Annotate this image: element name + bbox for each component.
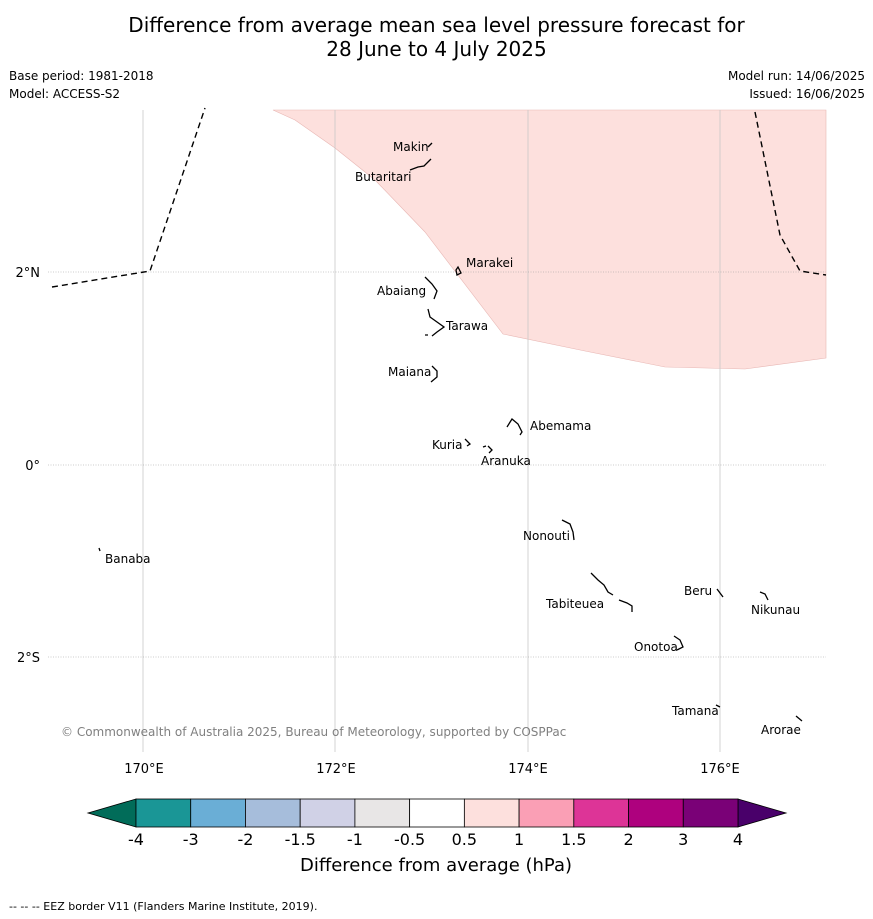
colorbar-bin: [628, 798, 684, 828]
island-tabiteuea: [590, 572, 633, 612]
place-label-marakei: Marakei: [466, 256, 513, 270]
place-label-tamana: Tamana: [671, 704, 719, 718]
island-makin: [427, 142, 433, 148]
colorbar-tick-label: -4: [128, 830, 144, 849]
colorbar-label: Difference from average (hPa): [300, 855, 572, 876]
colorbar-bin: [190, 798, 246, 828]
colorbar-bin: [135, 798, 192, 828]
latitude-gridlines: [48, 271, 826, 658]
lat-label-2n: 2°N: [16, 266, 41, 281]
lon-label-176e: 176°E: [700, 762, 740, 777]
colorbar-tick-label: 2: [623, 830, 633, 849]
island-butaritari: [409, 158, 432, 171]
colorbar: [86, 798, 788, 828]
eez-footnote: -- -- -- EEZ border V11 (Flanders Marine…: [9, 900, 318, 913]
island-tarawa: [425, 308, 446, 337]
colorbar-tick-label: -1: [347, 830, 363, 849]
island-kuria: [464, 438, 472, 447]
colorbar-tick-label: 3: [678, 830, 688, 849]
colorbar-bin: [299, 798, 356, 828]
colorbar-bin: [518, 798, 575, 828]
lat-label-2s: 2°S: [17, 651, 40, 666]
lat-label-0: 0°: [25, 459, 40, 474]
place-label-butaritari: Butaritari: [355, 170, 412, 184]
island-tamana: [715, 704, 721, 708]
place-label-aranuka: Aranuka: [481, 454, 531, 468]
colorbar-tick-label: -1.5: [285, 830, 316, 849]
colorbar-bin: [463, 798, 520, 828]
place-label-nikunau: Nikunau: [751, 603, 800, 617]
place-label-kuria: Kuria: [432, 438, 463, 452]
place-label-nonouti: Nonouti: [523, 529, 570, 543]
island-aranuka: [482, 445, 493, 454]
place-labels: Makin Butaritari Marakei Abaiang Tarawa …: [105, 140, 801, 737]
place-label-abemama: Abemama: [530, 419, 591, 433]
island-outlines: [98, 142, 803, 722]
issued-date: Issued: 16/06/2025: [749, 87, 865, 101]
colorbar-bin: [682, 798, 739, 828]
island-nikunau: [759, 591, 769, 601]
island-beru: [716, 588, 724, 598]
title-line-2: 28 June to 4 July 2025: [326, 37, 547, 61]
eez-border: [51, 107, 827, 288]
lon-label-170e: 170°E: [124, 762, 164, 777]
place-label-maiana: Maiana: [388, 365, 431, 379]
colorbar-tick-label: -2: [237, 830, 253, 849]
island-nonouti: [561, 519, 575, 541]
island-marakei: [455, 265, 462, 276]
lon-label-172e: 172°E: [316, 762, 356, 777]
island-abemama: [506, 418, 523, 436]
model-run: Model run: 14/06/2025: [727, 69, 865, 83]
colorbar-tick-labels: -4 -3 -2 -1.5 -1 -0.5 0.5 1 1.5 2 3 4: [128, 830, 743, 849]
place-label-beru: Beru: [684, 584, 712, 598]
model-name: Model: ACCESS-S2: [9, 87, 121, 101]
colorbar-tick-label: -0.5: [394, 830, 425, 849]
colorbar-bin: [354, 798, 411, 828]
place-label-abaiang: Abaiang: [377, 284, 426, 298]
longitude-gridlines: [142, 110, 721, 752]
colorbar-bin: [409, 798, 465, 828]
colorbar-tick-label: 0.5: [452, 830, 477, 849]
colorbar-bin: [573, 798, 629, 828]
longitude-tick-labels: 170°E 172°E 174°E 176°E: [124, 762, 740, 777]
place-label-onotoa: Onotoa: [634, 640, 678, 654]
island-banaba: [98, 547, 101, 552]
title-line-1: Difference from average mean sea level p…: [128, 13, 745, 37]
colorbar-bin: [245, 798, 301, 828]
positive-anomaly-region: [272, 109, 827, 370]
place-label-makin: Makin: [393, 140, 429, 154]
colorbar-extend-high: [737, 798, 788, 828]
island-maiana: [430, 365, 438, 383]
colorbar-tick-label: -3: [183, 830, 199, 849]
colorbar-tick-label: 4: [733, 830, 743, 849]
lon-label-174e: 174°E: [508, 762, 548, 777]
place-label-arorae: Arorae: [761, 723, 801, 737]
island-arorae: [795, 715, 803, 722]
latitude-tick-labels: 2°N 0° 2°S: [16, 266, 41, 666]
place-label-tabiteuea: Tabiteuea: [545, 597, 604, 611]
colorbar-tick-label: 1: [514, 830, 524, 849]
place-label-banaba: Banaba: [105, 552, 151, 566]
place-label-tarawa: Tarawa: [445, 319, 488, 333]
colorbar-tick-label: 1.5: [561, 830, 586, 849]
colorbar-extend-low: [86, 798, 137, 828]
island-abaiang: [424, 276, 438, 300]
base-period: Base period: 1981-2018: [9, 69, 154, 83]
island-onotoa: [673, 635, 684, 651]
copyright-notice: © Commonwealth of Australia 2025, Bureau…: [61, 725, 566, 739]
